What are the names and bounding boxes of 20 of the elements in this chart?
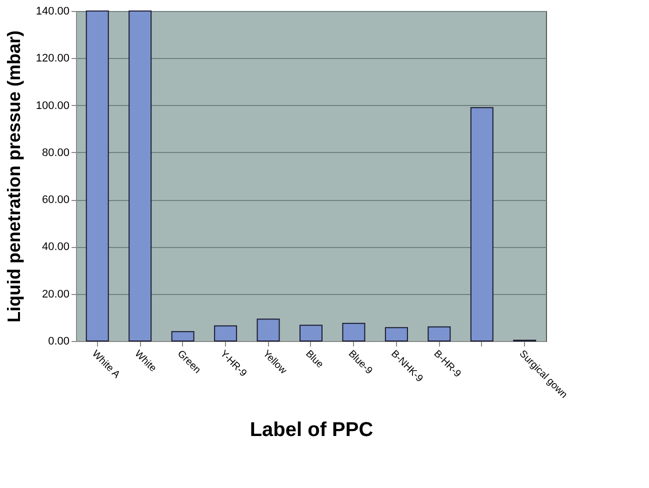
y-axis-title: Liquid penetration pressue (mbar): [4, 30, 24, 323]
y-tick-label: 40.00: [42, 241, 70, 254]
bar: [86, 10, 109, 342]
bar: [470, 107, 494, 342]
y-tick-label: 60.00: [42, 194, 70, 206]
y-tick-label: 120.00: [36, 52, 70, 65]
x-axis-title: Label of PPC: [250, 418, 374, 441]
y-tick-label: 20.00: [42, 288, 70, 300]
y-tick-label: 100.00: [36, 100, 70, 112]
y-tick-label: 0.00: [48, 336, 70, 348]
bar: [128, 10, 152, 342]
bar: [342, 322, 366, 342]
bar: [214, 325, 238, 342]
bar: [300, 324, 322, 342]
bar: [171, 331, 194, 342]
bar: [256, 318, 280, 342]
y-tick-label: 80.00: [42, 146, 70, 159]
bar: [428, 326, 451, 342]
y-tick-label: 140.00: [36, 6, 70, 18]
bar: [384, 327, 408, 342]
